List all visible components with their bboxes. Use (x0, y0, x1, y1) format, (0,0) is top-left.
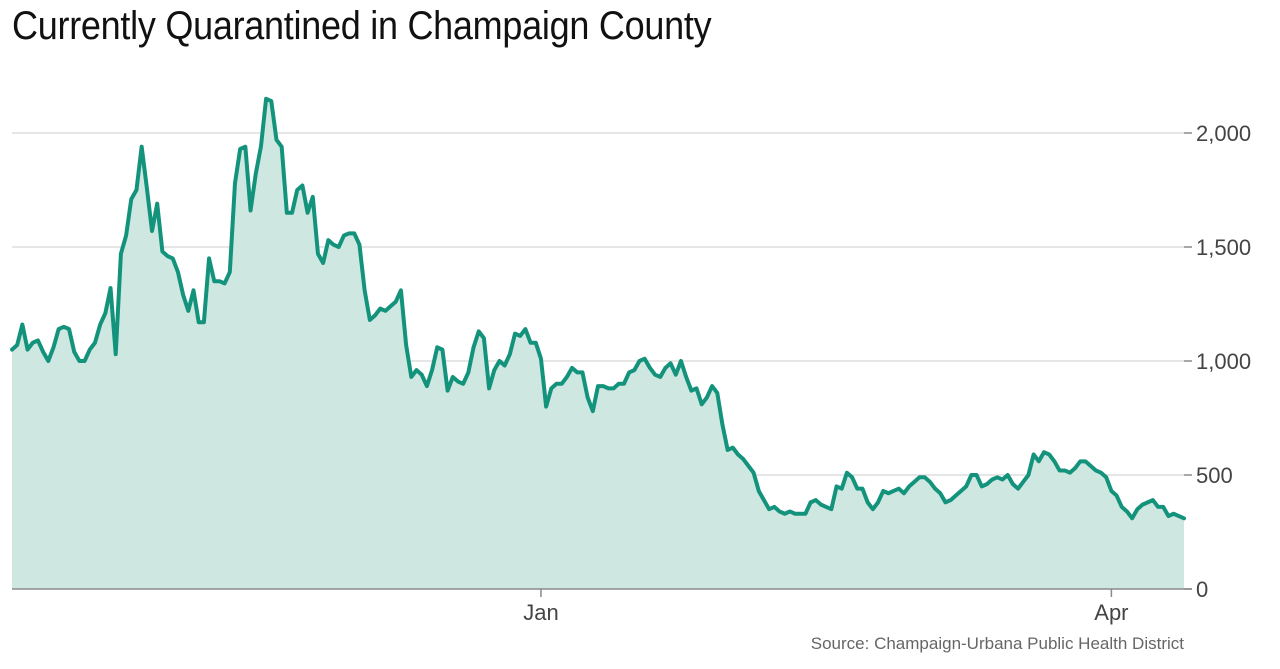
y-tick-label: 1,500 (1196, 235, 1251, 260)
series-line (10, 96, 1186, 521)
x-tick-label: Jan (523, 600, 558, 625)
area-fill (12, 98, 1184, 590)
y-tick-label: 2,000 (1196, 121, 1251, 146)
line-layer (10, 96, 1186, 521)
area-layer (12, 98, 1184, 590)
y-tick-label: 0 (1196, 577, 1208, 602)
y-tick-label: 500 (1196, 463, 1233, 488)
chart-title: Currently Quarantined in Champaign Count… (12, 4, 712, 48)
source-note: Source: Champaign-Urbana Public Health D… (810, 634, 1184, 653)
x-tick-label: Apr (1094, 600, 1128, 625)
axes: 0 500 1,000 1,500 2,000 Jan Apr (12, 121, 1251, 625)
y-tick-label: 1,000 (1196, 349, 1251, 374)
